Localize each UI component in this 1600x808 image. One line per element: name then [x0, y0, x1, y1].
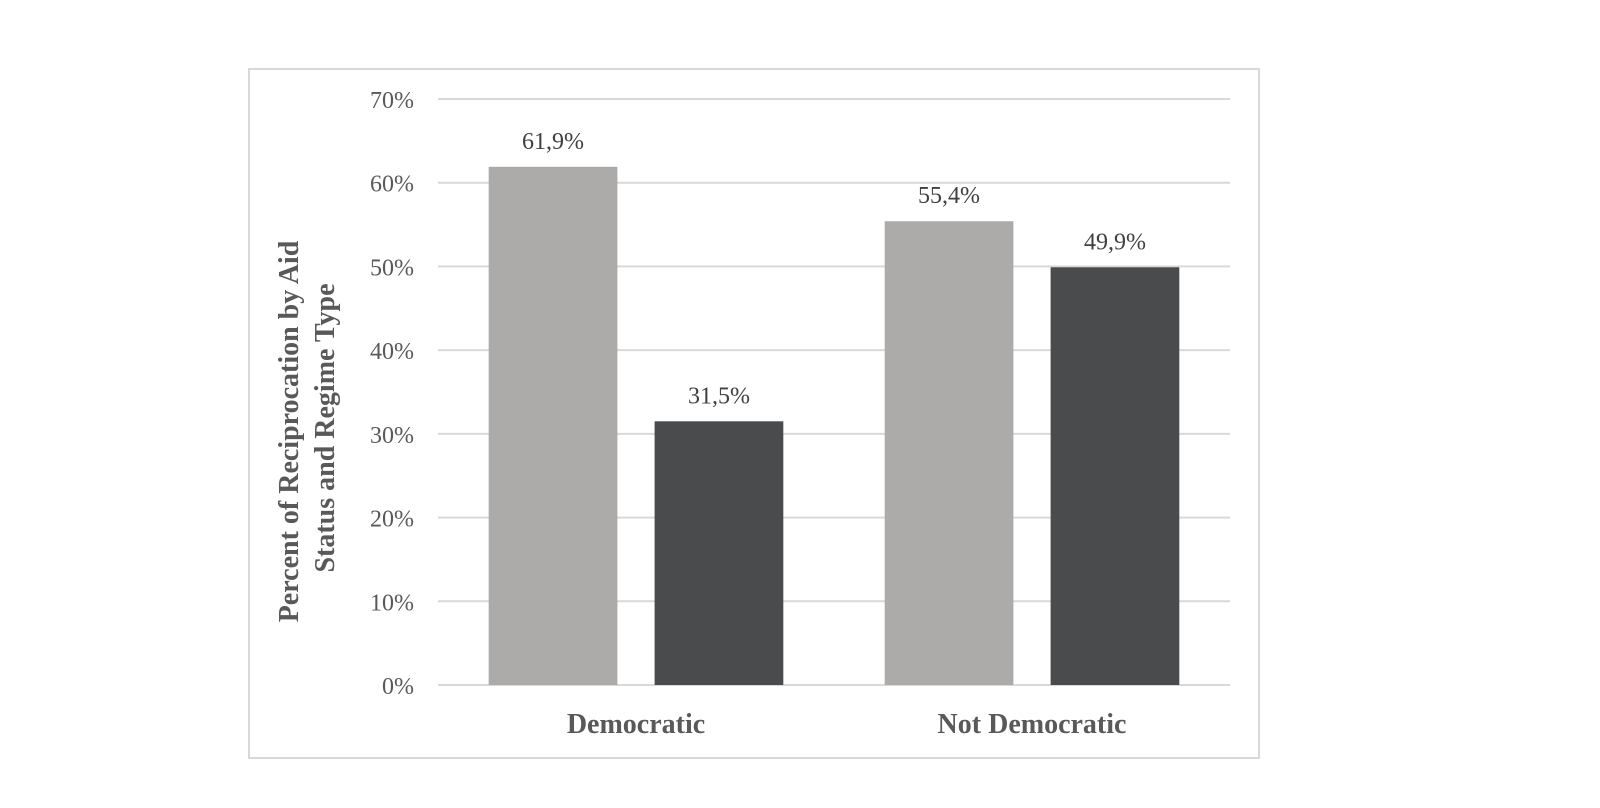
data-labels: 61,9% 31,5% 55,4% 49,9% — [522, 129, 1146, 409]
bars — [488, 166, 1180, 686]
data-label-2-1: 55,4% — [918, 183, 980, 209]
y-axis-title-line-1: Percent of Reciprocation by Aid — [274, 240, 305, 622]
y-tick-label-70: 70% — [370, 88, 414, 114]
data-label-1-2: 31,5% — [688, 383, 750, 409]
y-axis-ticks: 0% 10% 20% 30% 40% 50% 60% 70% — [370, 88, 414, 700]
bar-2-2 — [1050, 267, 1180, 685]
bar-2-1 — [884, 221, 1014, 686]
data-label-2-2: 49,9% — [1084, 229, 1146, 255]
y-tick-label-10: 10% — [370, 590, 414, 616]
y-tick-label-40: 40% — [370, 339, 414, 365]
x-category-label-1: Democratic — [567, 709, 705, 740]
data-label-1-1: 61,9% — [522, 129, 584, 155]
y-axis-title: Percent of Reciprocation by Aid Status a… — [274, 234, 341, 623]
y-tick-label-20: 20% — [370, 507, 414, 533]
y-tick-label-60: 60% — [370, 172, 414, 198]
bar-1-1 — [488, 166, 618, 685]
y-axis-title-line-2: Status and Regime Type — [310, 283, 341, 572]
bar-1-2 — [654, 421, 784, 685]
y-tick-label-50: 50% — [370, 255, 414, 281]
y-tick-label-30: 30% — [370, 423, 414, 449]
y-tick-label-0: 0% — [382, 674, 414, 700]
x-axis-categories: Democratic Not Democratic — [567, 709, 1127, 740]
x-category-label-2: Not Democratic — [938, 709, 1127, 740]
